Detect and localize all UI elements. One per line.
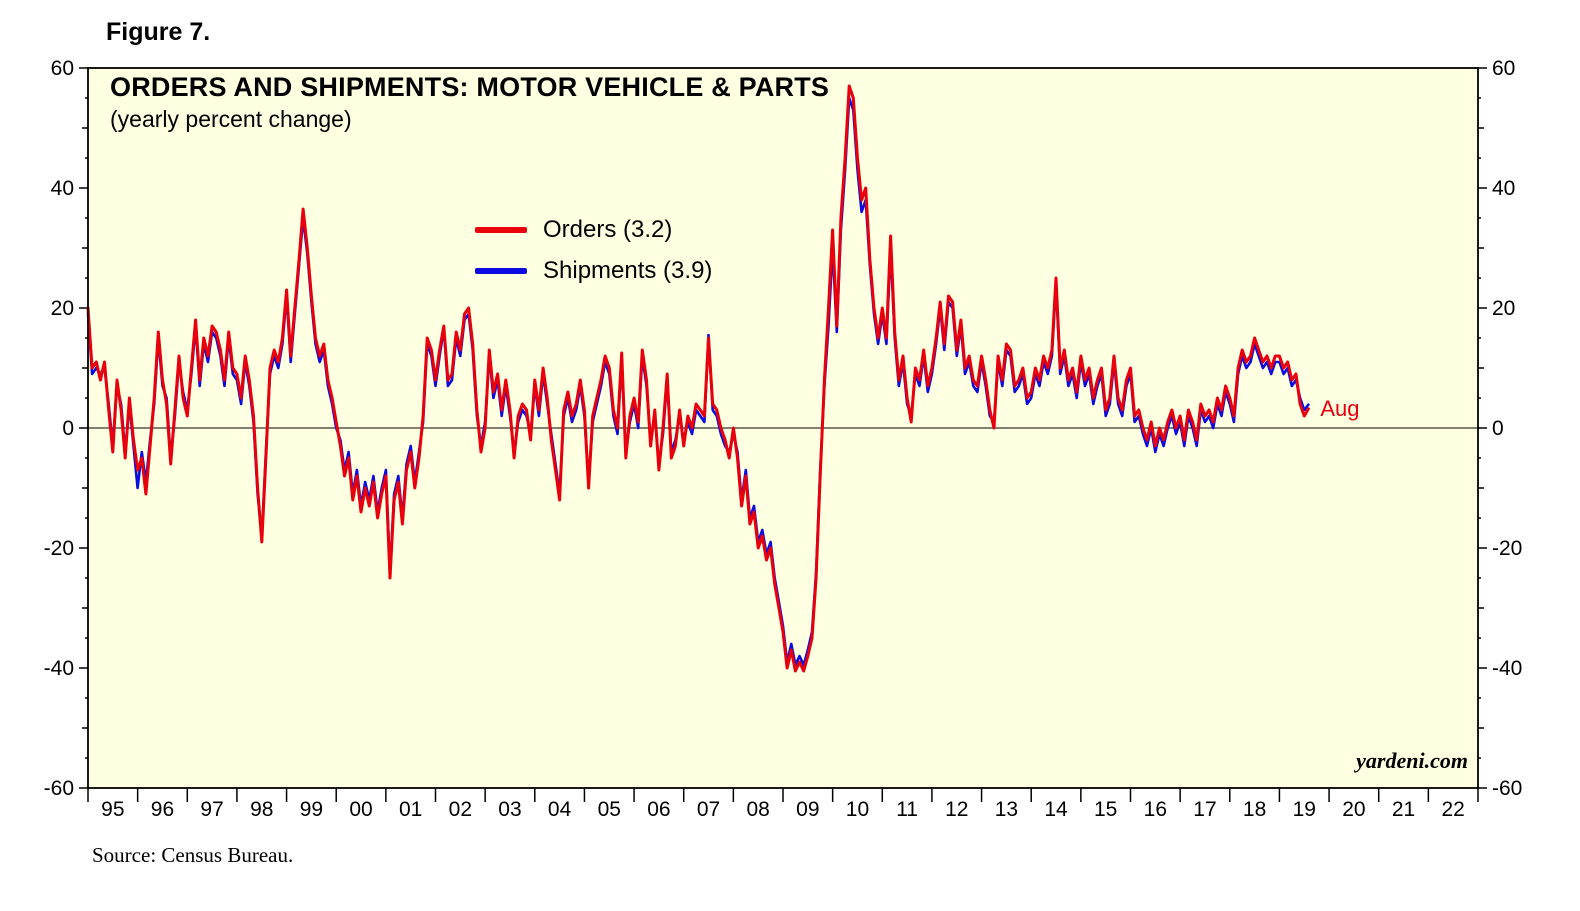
x-axis-year-label: 02 [449,798,472,821]
x-axis-year-label: 19 [1293,798,1316,821]
y-axis-label-right: -40 [1492,657,1522,680]
source-note: Source: Census Bureau. [92,843,294,867]
shipments-legend-label: Shipments (3.9) [543,257,713,284]
plot-frame [87,67,1479,789]
y-axis-label-left: -60 [44,777,74,800]
y-axis-label-right: 60 [1492,57,1515,80]
x-axis-year-label: 97 [200,798,223,821]
y-axis-label-left: -20 [44,537,74,560]
figure-label: Figure 7. [106,18,211,46]
x-axis-year-label: 15 [1094,798,1117,821]
x-axis-year-label: 07 [697,798,720,821]
last-point-annotation: Aug [1320,395,1360,421]
x-axis-year-label: 03 [498,798,521,821]
x-axis-year-label: 17 [1193,798,1216,821]
y-axis-label-left: 60 [51,57,74,80]
orders-legend-label: Orders (3.2) [543,216,673,243]
watermark: yardeni.com [1356,748,1468,773]
orders-line-swatch [475,227,527,233]
x-axis-year-label: 09 [796,798,819,821]
x-axis-year-label: 11 [896,798,918,821]
y-axis-label-right: -60 [1492,777,1522,800]
x-axis-year-label: 20 [1342,798,1365,821]
x-axis-year-label: 12 [945,798,968,821]
x-axis-year-label: 08 [746,798,769,821]
y-axis-label-left: 0 [62,417,74,440]
orders-line [86,84,1310,673]
x-axis-year-label: 06 [647,798,670,821]
y-axis-label-right: 0 [1492,417,1504,440]
x-axis-year-label: 16 [1144,798,1167,821]
x-axis-year-label: 04 [548,798,572,821]
chart-title: ORDERS AND SHIPMENTS: MOTOR VEHICLE & PA… [110,72,830,102]
shipments-line-swatch [475,268,527,274]
legend: Orders (3.2) Shipments (3.9) [475,216,712,285]
x-axis-year-label: 95 [101,798,124,821]
x-axis-year-label: 96 [151,798,174,821]
legend-item-shipments: Shipments (3.9) [475,257,712,285]
chart-subtitle: (yearly percent change) [110,106,352,132]
legend-item-orders: Orders (3.2) [475,216,712,244]
x-axis-year-label: 00 [349,798,372,821]
x-axis-year-label: 98 [250,798,273,821]
x-axis-year-label: 13 [995,798,1018,821]
y-axis-label-left: 20 [51,297,74,320]
y-axis-label-left: 40 [51,177,74,200]
x-axis-year-label: 22 [1441,798,1464,821]
y-axis-label-right: 20 [1492,297,1515,320]
x-axis-year-label: 05 [598,798,621,821]
x-axis-year-label: 01 [399,798,422,821]
x-axis-year-label: 10 [846,798,869,821]
y-axis-label-left: -40 [44,657,74,680]
x-axis-year-label: 99 [300,798,323,821]
x-axis-year-label: 18 [1243,798,1266,821]
x-axis-year-label: 14 [1044,798,1068,821]
x-axis-year-label: 21 [1392,798,1415,821]
y-axis-label-right: -20 [1492,537,1522,560]
y-axis-label-right: 40 [1492,177,1515,200]
